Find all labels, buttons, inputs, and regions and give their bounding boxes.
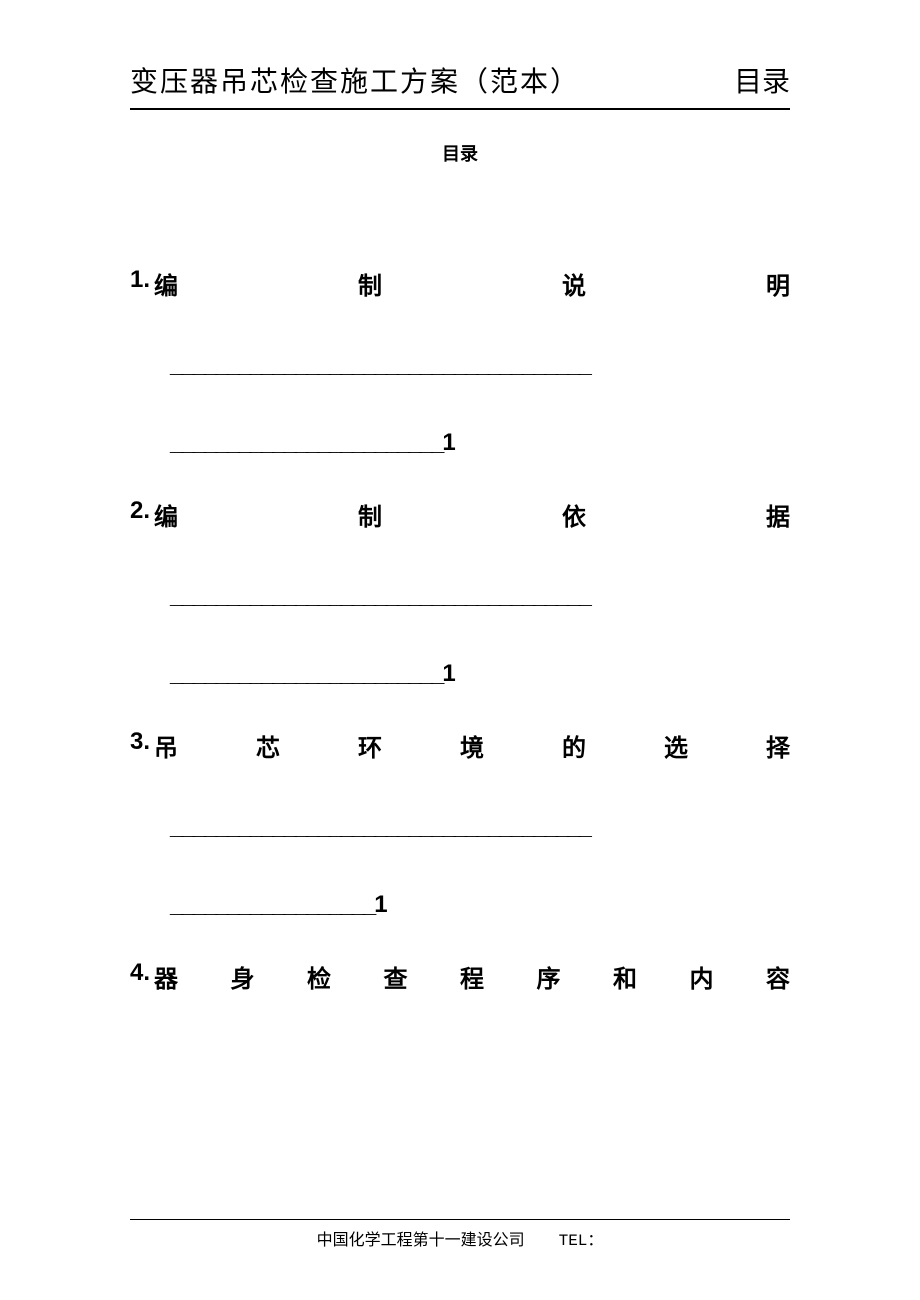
toc-underscore-line: _____________________________________: [130, 813, 790, 841]
toc-page: 1: [442, 660, 454, 687]
toc-number: 2.: [130, 497, 150, 532]
toc-title-line: 4. 器身检查程序和内容: [130, 959, 790, 994]
header-title: 变压器吊芯检查施工方案（范本）: [130, 60, 580, 100]
toc-page-line: ________________________1: [130, 660, 790, 688]
toc-number: 3.: [130, 728, 150, 763]
toc-underscore-line: _____________________________________: [130, 351, 790, 379]
toc-page-line: __________________1: [130, 891, 790, 919]
toc-title-line: 2. 编制依据: [130, 497, 790, 532]
footer-company: 中国化学工程第十一建设公司: [317, 1226, 525, 1250]
underscore: ________________________: [170, 429, 442, 456]
page-header: 变压器吊芯检查施工方案（范本） 目录: [130, 60, 790, 110]
toc-page: 1: [442, 429, 454, 456]
toc-number: 1.: [130, 266, 150, 301]
header-right: 目录: [734, 60, 790, 100]
underscore: _____________________________________: [170, 582, 590, 609]
toc-page-line: ________________________1: [130, 429, 790, 457]
subtitle: 目录: [130, 140, 790, 166]
toc-title: 编制依据: [154, 497, 790, 532]
toc-title: 编制说明: [154, 266, 790, 301]
toc-underscore-line: _____________________________________: [130, 582, 790, 610]
underscore: __________________: [170, 891, 374, 918]
toc-title-line: 3. 吊芯环境的选择: [130, 728, 790, 763]
toc-number: 4.: [130, 959, 150, 994]
page-footer: 中国化学工程第十一建设公司 TEL：: [130, 1219, 790, 1250]
toc-list: 1. 编制说明 ________________________________…: [130, 266, 790, 994]
underscore: _____________________________________: [170, 351, 590, 378]
toc-item: 4. 器身检查程序和内容: [130, 959, 790, 994]
toc-page: 1: [374, 891, 386, 918]
toc-title: 吊芯环境的选择: [154, 728, 790, 763]
toc-item: 3. 吊芯环境的选择 _____________________________…: [130, 728, 790, 919]
toc-item: 2. 编制依据 ________________________________…: [130, 497, 790, 688]
toc-title: 器身检查程序和内容: [154, 959, 790, 994]
toc-item: 1. 编制说明 ________________________________…: [130, 266, 790, 457]
footer-tel-label: TEL：: [559, 1226, 604, 1250]
underscore: ________________________: [170, 660, 442, 687]
underscore: _____________________________________: [170, 813, 590, 840]
toc-title-line: 1. 编制说明: [130, 266, 790, 301]
